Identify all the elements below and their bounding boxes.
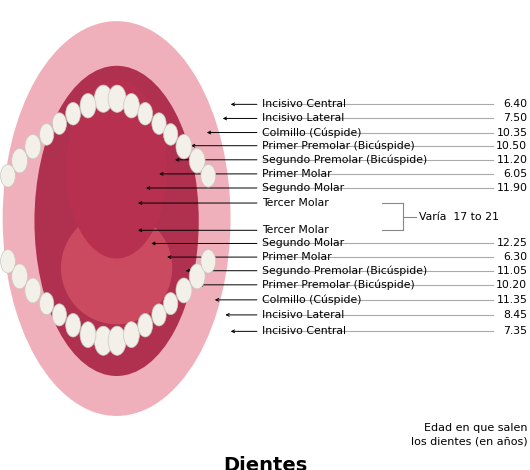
Ellipse shape <box>138 313 153 337</box>
Text: Tercer Molar: Tercer Molar <box>262 225 329 235</box>
Text: 10.20: 10.20 <box>496 280 527 290</box>
Text: Incisivo Lateral: Incisivo Lateral <box>262 310 345 320</box>
Ellipse shape <box>1 164 15 187</box>
Ellipse shape <box>108 326 126 355</box>
Text: 10.35: 10.35 <box>497 127 527 138</box>
Text: Segundo Molar: Segundo Molar <box>262 238 345 249</box>
Ellipse shape <box>163 292 178 315</box>
Ellipse shape <box>138 102 153 125</box>
Text: 8.45: 8.45 <box>504 310 527 320</box>
Text: Primer Premolar (Bicúspide): Primer Premolar (Bicúspide) <box>262 280 415 290</box>
Ellipse shape <box>152 304 166 326</box>
Text: 11.35: 11.35 <box>497 295 527 305</box>
Text: 11.05: 11.05 <box>497 266 527 276</box>
Text: Edad en que salen
los dientes (en años): Edad en que salen los dientes (en años) <box>411 423 527 446</box>
Text: Segundo Premolar (Bicúspide): Segundo Premolar (Bicúspide) <box>262 155 428 165</box>
Ellipse shape <box>12 149 28 173</box>
Text: 10.50: 10.50 <box>496 141 527 151</box>
Ellipse shape <box>163 124 178 145</box>
Ellipse shape <box>108 85 126 112</box>
Text: 6.40: 6.40 <box>503 99 527 110</box>
Text: Incisivo Central: Incisivo Central <box>262 326 346 337</box>
Text: Segundo Molar: Segundo Molar <box>262 183 345 193</box>
Text: Primer Premolar (Bicúspide): Primer Premolar (Bicúspide) <box>262 141 415 151</box>
Text: Incisivo Lateral: Incisivo Lateral <box>262 113 345 124</box>
Ellipse shape <box>66 102 81 125</box>
Ellipse shape <box>94 85 112 112</box>
Ellipse shape <box>66 313 81 337</box>
Text: Dientes: Dientes <box>223 456 307 470</box>
Ellipse shape <box>52 304 67 326</box>
Ellipse shape <box>80 94 96 118</box>
Text: Primer Molar: Primer Molar <box>262 252 332 262</box>
Ellipse shape <box>25 134 41 159</box>
Ellipse shape <box>12 264 28 289</box>
Ellipse shape <box>189 149 205 173</box>
Text: Incisivo Central: Incisivo Central <box>262 99 346 110</box>
Ellipse shape <box>80 321 96 348</box>
Ellipse shape <box>39 124 54 145</box>
Text: 6.30: 6.30 <box>503 252 527 262</box>
Text: Segundo Premolar (Bicúspide): Segundo Premolar (Bicúspide) <box>262 266 428 276</box>
Ellipse shape <box>123 321 139 348</box>
Ellipse shape <box>123 94 139 118</box>
Text: 11.90: 11.90 <box>497 183 527 193</box>
Ellipse shape <box>61 212 172 324</box>
Ellipse shape <box>3 21 231 416</box>
Ellipse shape <box>201 250 216 273</box>
Ellipse shape <box>94 326 112 355</box>
Text: 7.50: 7.50 <box>503 113 527 124</box>
Ellipse shape <box>201 164 216 187</box>
Ellipse shape <box>34 66 199 376</box>
Ellipse shape <box>176 278 192 303</box>
Ellipse shape <box>152 113 166 134</box>
Text: Tercer Molar: Tercer Molar <box>262 198 329 208</box>
Text: 12.25: 12.25 <box>497 238 527 249</box>
Ellipse shape <box>189 264 205 289</box>
Text: Colmillo (Cúspide): Colmillo (Cúspide) <box>262 127 362 138</box>
Ellipse shape <box>1 250 15 273</box>
Text: Varía  17 to 21: Varía 17 to 21 <box>419 212 499 222</box>
Ellipse shape <box>25 278 41 303</box>
Ellipse shape <box>39 292 54 315</box>
Text: 11.20: 11.20 <box>497 155 527 165</box>
Text: 6.05: 6.05 <box>503 169 527 179</box>
Text: Colmillo (Cúspide): Colmillo (Cúspide) <box>262 295 362 305</box>
Ellipse shape <box>176 134 192 159</box>
Text: Primer Molar: Primer Molar <box>262 169 332 179</box>
Ellipse shape <box>52 113 67 134</box>
Text: 7.35: 7.35 <box>504 326 527 337</box>
Ellipse shape <box>66 80 167 258</box>
